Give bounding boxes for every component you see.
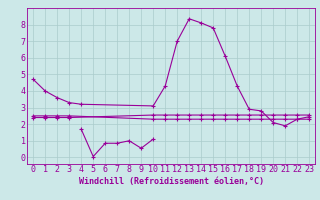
X-axis label: Windchill (Refroidissement éolien,°C): Windchill (Refroidissement éolien,°C)	[79, 177, 264, 186]
